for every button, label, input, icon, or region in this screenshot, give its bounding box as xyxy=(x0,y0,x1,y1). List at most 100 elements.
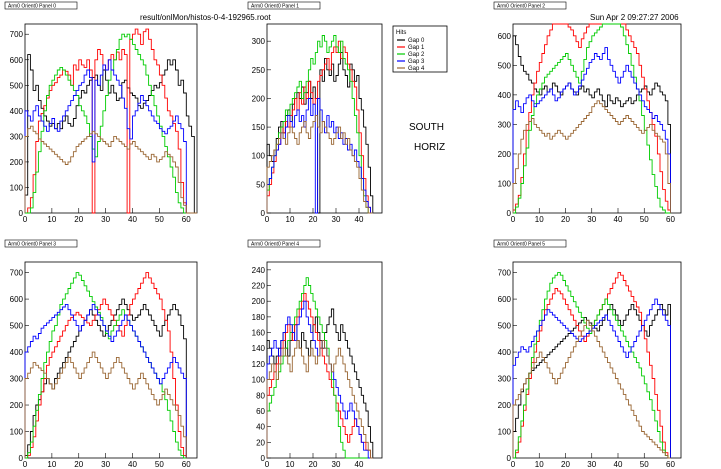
panel-title-box xyxy=(4,239,78,248)
y-tick-label: 400 xyxy=(498,91,512,100)
x-tick-label: 60 xyxy=(182,215,191,224)
panel-title-box xyxy=(493,239,567,248)
annotation-horiz: HORIZ xyxy=(414,142,445,153)
x-tick-label: 40 xyxy=(355,215,364,224)
panel-title: Arm0 Orient0 Panel 2 xyxy=(497,4,545,10)
panel-3: Arm0 Orient0 Panel 301002003004005006007… xyxy=(4,239,198,469)
y-tick-label: 500 xyxy=(498,61,512,70)
panel-title-box xyxy=(247,239,321,248)
histogram-series-2 xyxy=(266,35,373,214)
x-tick-label: 0 xyxy=(511,460,516,469)
x-tick-label: 30 xyxy=(332,460,341,469)
panel-title: Arm0 Orient0 Panel 1 xyxy=(251,4,299,10)
y-tick-label: 300 xyxy=(498,375,512,384)
x-tick-label: 0 xyxy=(265,215,270,224)
x-tick-label: 60 xyxy=(666,215,675,224)
x-tick-label: 50 xyxy=(640,460,649,469)
x-tick-label: 20 xyxy=(74,215,83,224)
panel-0: Arm0 Orient0 Panel 001002003004005006007… xyxy=(4,1,198,224)
x-tick-label: 60 xyxy=(182,460,191,469)
legend-label: Gap 1 xyxy=(408,45,425,51)
panel-1: Arm0 Orient0 Panel 1 0 50 100 150 200 250 300 0 1… xyxy=(247,1,383,224)
x-tick-label: 40 xyxy=(614,460,623,469)
x-tick-label: 0 xyxy=(511,215,516,224)
x-tick-label: 50 xyxy=(155,215,164,224)
panel-title-box xyxy=(247,1,321,10)
histogram-series-1 xyxy=(25,272,187,459)
y-tick-label: 300 xyxy=(498,120,512,129)
plot-frame xyxy=(266,23,383,214)
x-tick-label: 0 xyxy=(23,460,28,469)
y-tick-label: 500 xyxy=(498,322,512,331)
x-tick-label: 40 xyxy=(355,460,364,469)
y-tick-label: 300 xyxy=(252,37,266,46)
x-tick-label: 30 xyxy=(587,215,596,224)
y-tick-label: 600 xyxy=(10,295,24,304)
y-tick-label: 100 xyxy=(10,183,24,192)
legend-box xyxy=(392,25,448,73)
y-tick-label: 0 xyxy=(19,209,24,218)
y-tick-label: 160 xyxy=(252,329,266,338)
y-tick-label: 100 xyxy=(498,179,512,188)
histogram-series-1 xyxy=(25,28,197,214)
x-tick-label: 10 xyxy=(535,215,544,224)
panel-title: Arm0 Orient0 Panel 4 xyxy=(251,242,299,248)
histogram-series-3 xyxy=(24,59,197,214)
y-tick-label: 200 xyxy=(498,401,512,410)
y-tick-label: 100 xyxy=(252,152,266,161)
y-tick-label: 700 xyxy=(10,269,24,278)
panel-5: Arm0 Orient0 Panel 501002003004005006007… xyxy=(493,239,682,469)
y-tick-label: 0 xyxy=(261,209,266,218)
histogram-series-0 xyxy=(24,54,197,214)
legend-label: Gap 2 xyxy=(408,52,425,58)
y-tick-label: 0 xyxy=(19,454,24,463)
legend-label: Gap 3 xyxy=(408,59,425,65)
annotation-south: SOUTH xyxy=(409,122,444,133)
panel-2: Arm0 Orient0 Panel 2 0 100 200 300 400 500 600 0… xyxy=(493,1,682,224)
y-tick-label: 180 xyxy=(252,313,266,322)
x-tick-label: 20 xyxy=(309,460,318,469)
x-tick-label: 50 xyxy=(155,460,164,469)
y-tick-label: 200 xyxy=(252,297,266,306)
panel-title: Arm0 Orient0 Panel 3 xyxy=(8,242,56,248)
y-tick-label: 20 xyxy=(256,438,265,447)
plot-frame xyxy=(512,261,682,459)
y-tick-label: 200 xyxy=(252,94,266,103)
x-tick-label: 10 xyxy=(47,215,56,224)
y-tick-label: 200 xyxy=(10,401,24,410)
histogram-series-4 xyxy=(512,319,671,459)
legend-label: Gap 4 xyxy=(408,66,425,72)
panel-title-box xyxy=(4,1,78,10)
y-tick-label: 500 xyxy=(10,322,24,331)
y-tick-label: 40 xyxy=(256,423,265,432)
y-tick-label: 0 xyxy=(507,454,512,463)
x-tick-label: 20 xyxy=(561,460,570,469)
x-tick-label: 50 xyxy=(640,215,649,224)
y-tick-label: 600 xyxy=(498,32,512,41)
histogram-series-1 xyxy=(266,40,373,214)
header-datetime: Sun Apr 2 09:27:27 2006 xyxy=(590,13,679,22)
histogram-series-1 xyxy=(512,23,671,213)
legend-title: Hits xyxy=(396,30,406,36)
x-tick-label: 10 xyxy=(535,460,544,469)
y-tick-label: 600 xyxy=(10,56,24,65)
y-tick-label: 0 xyxy=(507,209,512,218)
histogram-series-4 xyxy=(24,125,197,214)
x-tick-label: 30 xyxy=(587,460,596,469)
y-tick-label: 500 xyxy=(10,81,24,90)
histogram-series-4 xyxy=(266,339,373,459)
header-filename: result/onlMon/histos-0-4-192965.root xyxy=(140,13,272,22)
histogram-series-4 xyxy=(24,351,187,458)
histogram-series-2 xyxy=(266,277,373,459)
x-tick-label: 20 xyxy=(561,215,570,224)
y-tick-label: 50 xyxy=(256,180,265,189)
x-tick-label: 40 xyxy=(614,215,623,224)
histogram-series-4 xyxy=(266,115,373,214)
x-tick-label: 0 xyxy=(23,215,28,224)
panel-title: Arm0 Orient0 Panel 5 xyxy=(497,242,545,248)
histogram-series-2 xyxy=(513,23,671,214)
y-tick-label: 240 xyxy=(252,266,266,275)
